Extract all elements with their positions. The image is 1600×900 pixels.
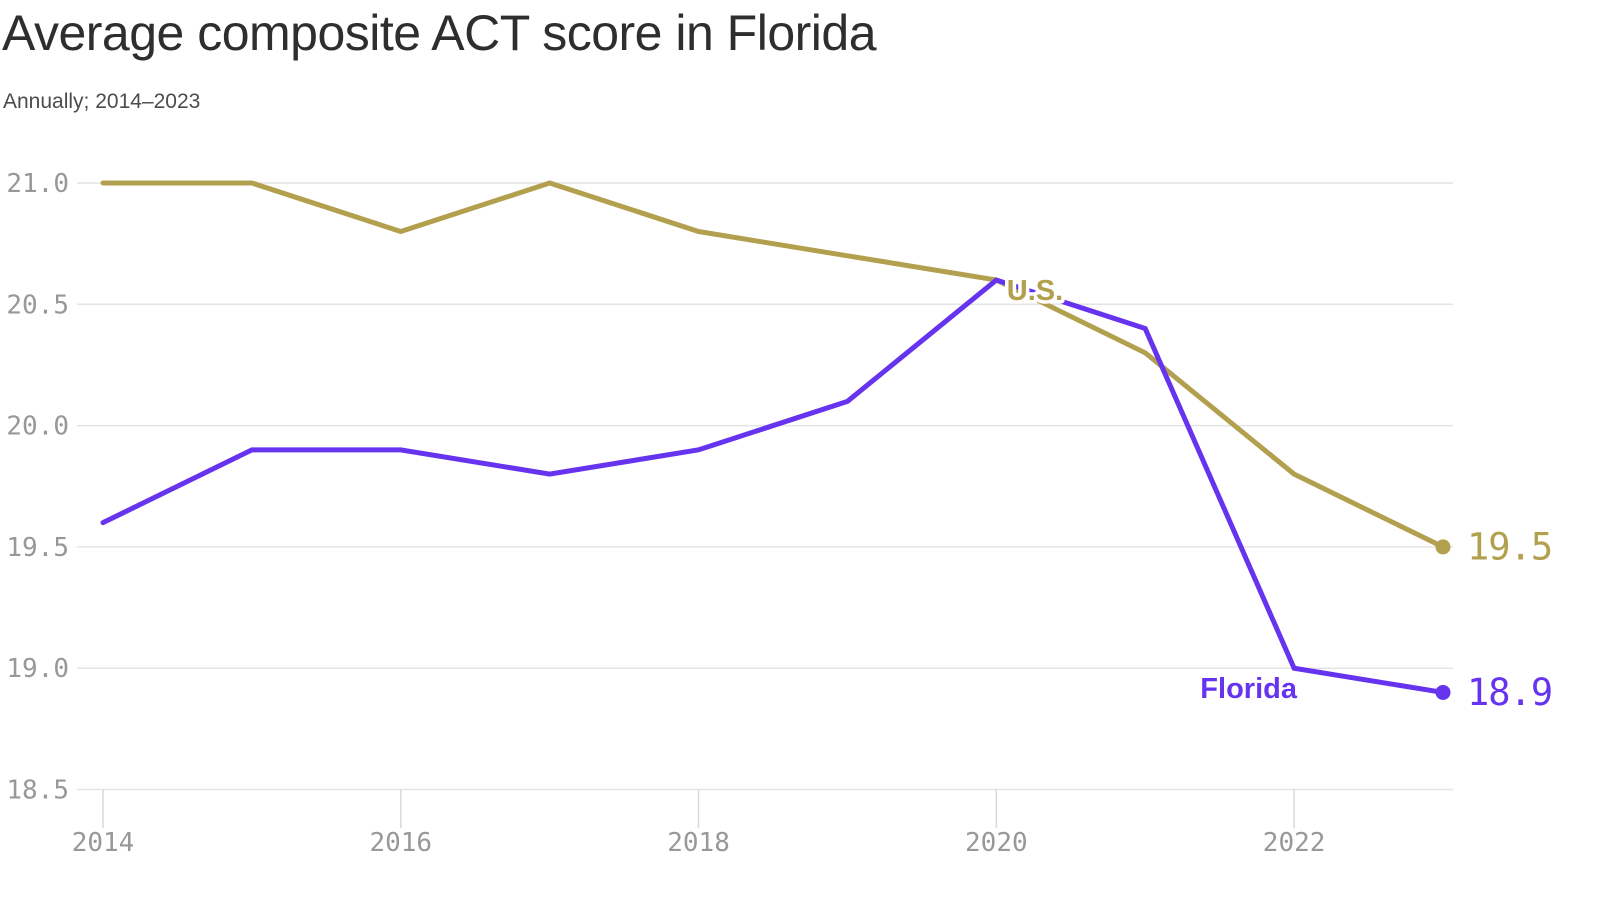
y-axis-tick-label: 19.0 <box>6 654 69 684</box>
y-axis-tick-label: 21.0 <box>6 169 69 199</box>
chart-subtitle: Annually; 2014–2023 <box>3 90 201 113</box>
series-end-value-florida: 18.9 <box>1467 671 1552 714</box>
y-axis-tick-label: 20.5 <box>6 290 69 320</box>
series-line-florida <box>100 277 1446 695</box>
y-axis-tick-label: 20.0 <box>6 412 69 442</box>
series-end-dot-florida <box>1435 684 1451 700</box>
series-label-us: U.S. <box>1007 275 1063 307</box>
x-axis-tick-label: 2020 <box>965 828 1028 858</box>
y-axis-tick-label: 18.5 <box>6 776 69 806</box>
y-axis-tick-label: 19.5 <box>6 533 69 563</box>
x-axis-tick-label: 2014 <box>72 828 135 858</box>
series-label-florida: Florida <box>1200 673 1298 705</box>
x-axis-tick-label: 2022 <box>1263 828 1326 858</box>
series-line-us <box>100 180 1446 550</box>
series-end-dot-us <box>1435 539 1451 555</box>
x-axis-tick-label: 2016 <box>369 828 432 858</box>
series-end-value-us: 19.5 <box>1467 525 1552 568</box>
x-axis-tick-label: 2018 <box>667 828 730 858</box>
chart-title: Average composite ACT score in Florida <box>2 5 877 61</box>
